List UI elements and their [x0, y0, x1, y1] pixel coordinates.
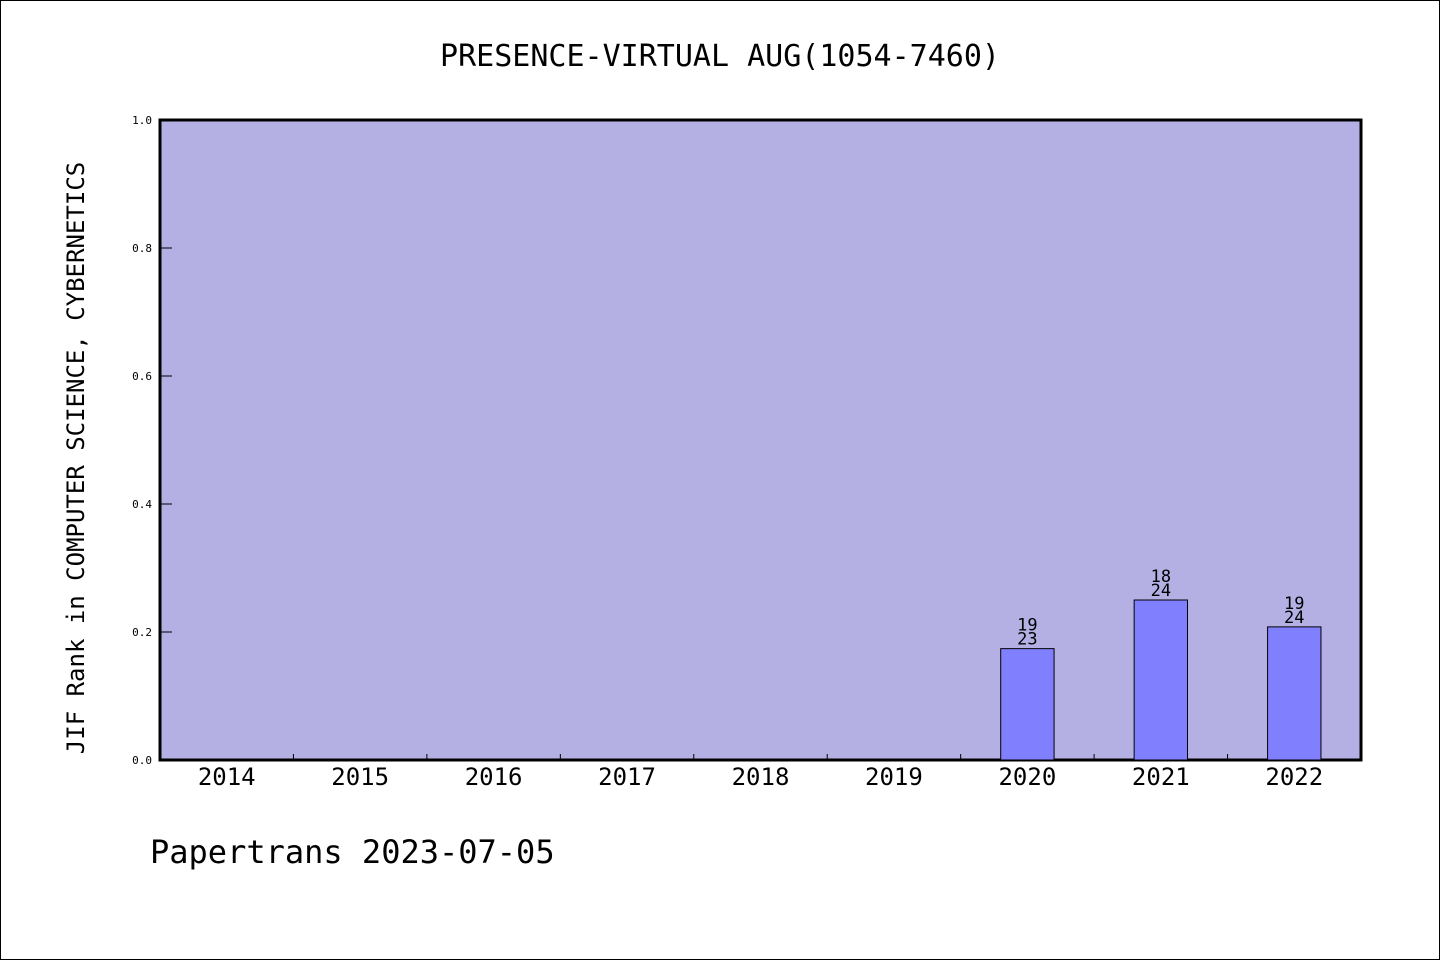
bar-label-total-2020: 23 [1017, 630, 1037, 650]
y-tick-label-0.2: 0.2 [132, 626, 152, 639]
bar-label-rank-2020: 19 [1017, 616, 1037, 636]
bar-2020 [1000, 648, 1055, 761]
x-tick-label-2021: 2021 [1132, 763, 1190, 791]
bar-label-total-2021: 24 [1151, 581, 1171, 601]
x-tick-label-2016: 2016 [465, 763, 523, 791]
y-axis-ticks: 0.0 0.2 0.4 0.6 0.8 1.0 [132, 114, 172, 767]
x-tick-label-2018: 2018 [732, 763, 790, 791]
x-tick-label-2014: 2014 [198, 763, 256, 791]
y-axis-label: JIF Rank in COMPUTER SCIENCE, CYBERNETIC… [62, 162, 90, 754]
x-tick-label-2017: 2017 [598, 763, 656, 791]
x-axis-ticks: 2014 2015 2016 2017 2018 2019 2020 2021 2022 [198, 754, 1323, 791]
bar-2021 [1133, 599, 1189, 761]
y-tick-label-0.6: 0.6 [132, 370, 152, 383]
chart-title: PRESENCE-VIRTUAL AUG(1054-7460) [440, 39, 1000, 74]
y-tick-label-0.4: 0.4 [132, 498, 152, 511]
footer-watermark: Papertrans 2023-07-05 [150, 833, 555, 871]
bar-label-rank-2021: 18 [1151, 567, 1171, 587]
bar-2022 [1267, 626, 1322, 761]
y-tick-label-1.0: 1.0 [132, 114, 152, 127]
y-tick-label-0.0: 0.0 [132, 754, 152, 767]
x-tick-label-2020: 2020 [998, 763, 1056, 791]
y-tick-label-0.8: 0.8 [132, 242, 152, 255]
bar-label-total-2022: 24 [1284, 608, 1304, 628]
x-tick-label-2022: 2022 [1265, 763, 1323, 791]
x-tick-label-2019: 2019 [865, 763, 923, 791]
x-tick-label-2015: 2015 [331, 763, 389, 791]
bar-label-rank-2022: 19 [1284, 594, 1304, 614]
